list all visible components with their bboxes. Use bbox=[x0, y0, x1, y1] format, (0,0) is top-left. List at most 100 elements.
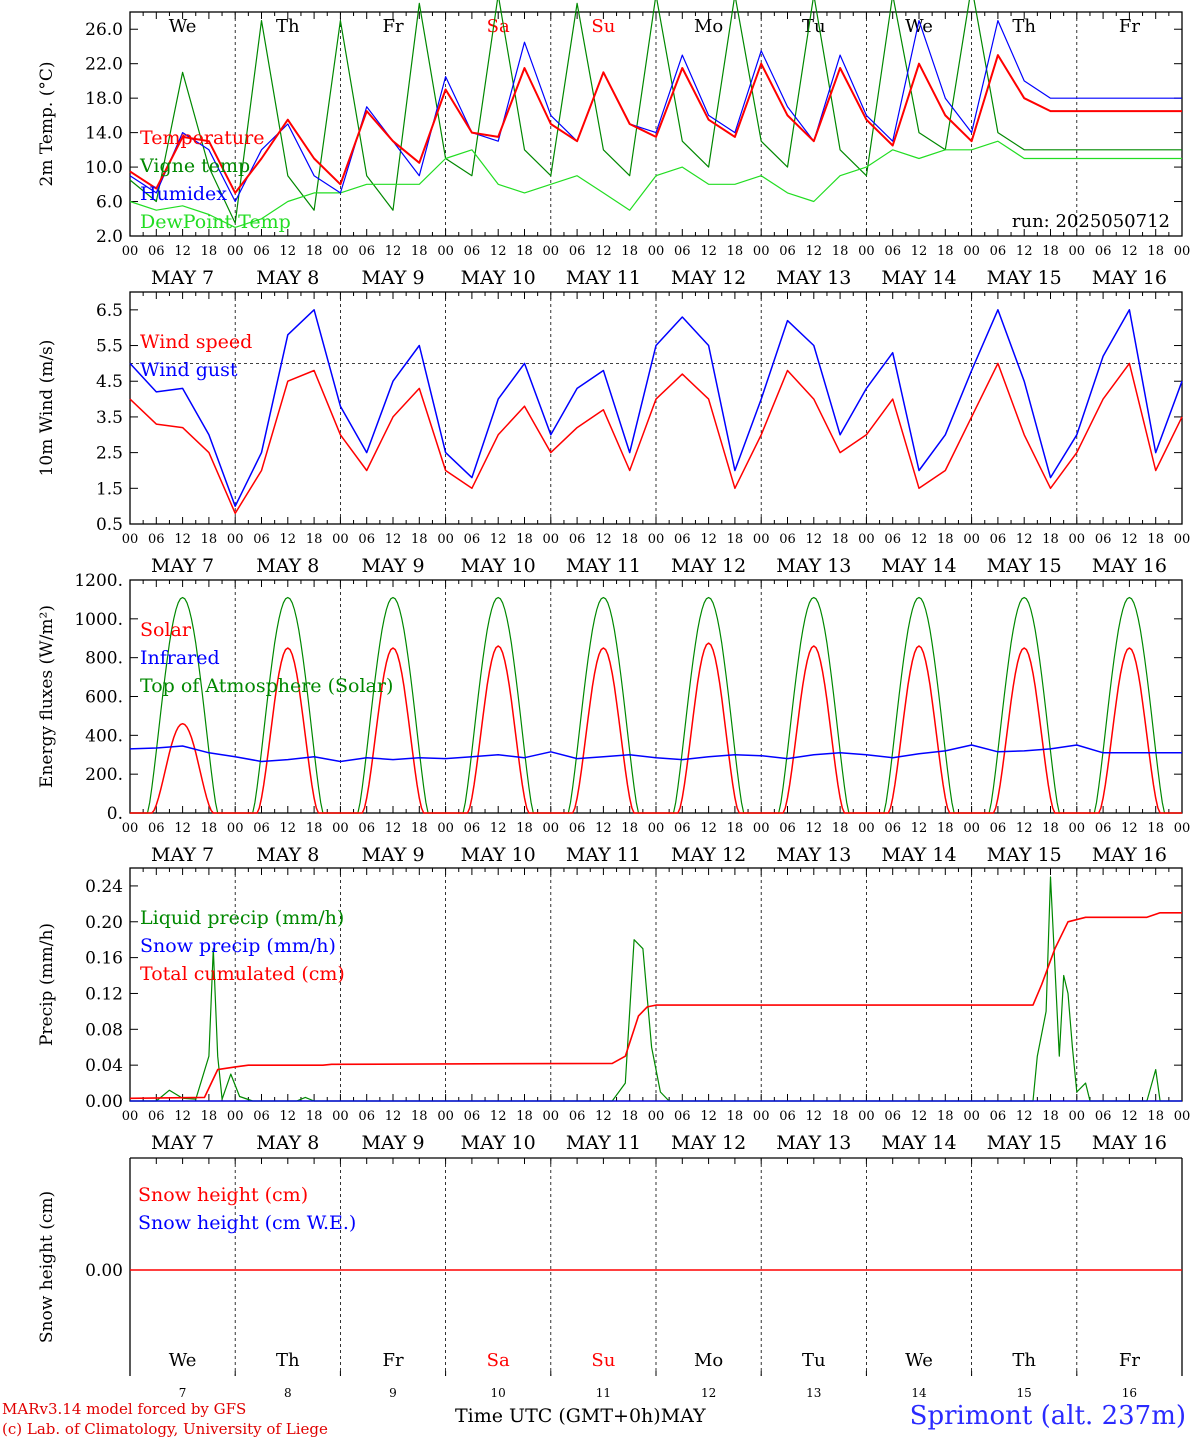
hour-tick-label: 12 bbox=[1121, 1109, 1138, 1124]
hour-tick-label: 00 bbox=[648, 1109, 665, 1124]
legend-snow-height-cm-w-e-: Snow height (cm W.E.) bbox=[138, 1212, 356, 1234]
hour-tick-label: 06 bbox=[464, 1109, 481, 1124]
date-label: MAY 11 bbox=[566, 555, 641, 577]
hour-tick-label: 06 bbox=[358, 532, 375, 547]
day-number-label: 12 bbox=[701, 1386, 716, 1400]
day-label: We bbox=[169, 16, 197, 37]
y-tick-label: 0.08 bbox=[85, 1020, 123, 1040]
hour-tick-label: 00 bbox=[648, 244, 665, 259]
hour-tick-label: 18 bbox=[1147, 244, 1164, 259]
hour-tick-label: 06 bbox=[253, 532, 270, 547]
date-label: MAY 9 bbox=[361, 267, 424, 289]
hour-tick-label: 00 bbox=[963, 532, 980, 547]
y-tick-label: 0.16 bbox=[85, 949, 123, 969]
panel-snow: 0.00 Snow height (cm) Snow height (cm) Snow… bbox=[37, 1157, 1183, 1400]
hour-tick-label: 06 bbox=[358, 244, 375, 259]
hour-tick-label: 12 bbox=[1016, 1109, 1033, 1124]
hour-tick-label: 06 bbox=[1095, 1109, 1112, 1124]
hour-tick-label: 00 bbox=[437, 821, 454, 836]
series-humidex bbox=[129, 20, 1182, 203]
hour-tick-label: 12 bbox=[595, 1109, 612, 1124]
day-label: Su bbox=[591, 1350, 615, 1371]
hour-tick-label: 18 bbox=[1042, 821, 1059, 836]
y-tick-label: 0.04 bbox=[85, 1056, 123, 1076]
date-label: MAY 12 bbox=[671, 844, 746, 866]
hour-tick-label: 18 bbox=[1042, 1109, 1059, 1124]
hour-tick-label: 18 bbox=[411, 821, 428, 836]
hour-tick-label: 06 bbox=[148, 1109, 165, 1124]
day-number-label: 7 bbox=[179, 1386, 187, 1400]
hour-tick-label: 18 bbox=[306, 821, 323, 836]
day-label: Sa bbox=[487, 1350, 510, 1371]
hour-tick-label: 06 bbox=[990, 532, 1007, 547]
series-vigne-temp bbox=[129, 0, 1182, 224]
hour-tick-label: 18 bbox=[832, 244, 849, 259]
day-label: Tu bbox=[802, 16, 826, 37]
hour-tick-label: 00 bbox=[753, 244, 770, 259]
date-label: MAY 12 bbox=[671, 1132, 746, 1154]
hour-tick-label: 12 bbox=[385, 821, 402, 836]
day-label: Th bbox=[1012, 1350, 1036, 1371]
hour-tick-label: 12 bbox=[490, 1109, 507, 1124]
hour-tick-label: 00 bbox=[437, 532, 454, 547]
hour-tick-label: 18 bbox=[1147, 1109, 1164, 1124]
date-label: MAY 8 bbox=[256, 1132, 319, 1154]
series-temperature bbox=[129, 54, 1182, 194]
series-wind-speed bbox=[129, 362, 1183, 515]
model-credit: MARv3.14 model forced by GFS bbox=[2, 1400, 247, 1418]
hour-tick-label: 18 bbox=[306, 1109, 323, 1124]
hour-tick-label: 18 bbox=[727, 244, 744, 259]
hour-tick-label: 06 bbox=[1095, 244, 1112, 259]
hour-tick-label: 00 bbox=[227, 821, 244, 836]
hour-tick-label: 18 bbox=[621, 532, 638, 547]
hour-tick-label: 00 bbox=[543, 1109, 560, 1124]
y-tick-label: 600. bbox=[85, 688, 123, 708]
hour-tick-label: 18 bbox=[516, 821, 533, 836]
hour-tick-label: 00 bbox=[858, 244, 875, 259]
hour-tick-label: 00 bbox=[858, 821, 875, 836]
hour-tick-label: 18 bbox=[1042, 244, 1059, 259]
legend-infrared: Infrared bbox=[140, 647, 220, 669]
hour-tick-label: 00 bbox=[1174, 532, 1191, 547]
hour-tick-label: 00 bbox=[543, 532, 560, 547]
hour-tick-label: 00 bbox=[227, 244, 244, 259]
y-axis-label: Energy fluxes (W/m²) bbox=[37, 605, 57, 788]
hour-tick-label: 18 bbox=[727, 532, 744, 547]
date-label: MAY 9 bbox=[361, 555, 424, 577]
day-label: We bbox=[905, 16, 933, 37]
hour-tick-label: 00 bbox=[122, 532, 139, 547]
legend-top-of-atmosphere-solar-: Top of Atmosphere (Solar) bbox=[140, 675, 393, 697]
hour-tick-label: 12 bbox=[385, 532, 402, 547]
hour-tick-label: 12 bbox=[595, 244, 612, 259]
y-tick-label: 800. bbox=[85, 649, 123, 669]
hour-tick-label: 00 bbox=[122, 1109, 139, 1124]
date-label: MAY 16 bbox=[1092, 555, 1167, 577]
legend-total-cumulated-cm-: Total cumulated (cm) bbox=[140, 963, 345, 985]
hour-tick-label: 00 bbox=[1174, 821, 1191, 836]
hour-tick-label: 00 bbox=[543, 821, 560, 836]
legend-dewpoint-temp: DewPoint Temp bbox=[140, 211, 291, 233]
hour-tick-label: 12 bbox=[911, 532, 928, 547]
date-label: MAY 16 bbox=[1092, 267, 1167, 289]
y-tick-label: 5.5 bbox=[96, 337, 123, 357]
hour-tick-label: 18 bbox=[832, 532, 849, 547]
hour-tick-label: 00 bbox=[1069, 1109, 1086, 1124]
hour-tick-label: 00 bbox=[1069, 532, 1086, 547]
meteogram-chart: 2.0 6.0 10.0 14.0 18.0 22.0 26.0 2m Temp. (°C) W… bbox=[37, 0, 1191, 1400]
y-tick-label: 2.5 bbox=[96, 444, 123, 464]
hour-tick-label: 00 bbox=[332, 532, 349, 547]
day-label: Su bbox=[591, 16, 615, 37]
day-number-label: 14 bbox=[911, 1386, 927, 1400]
legend-wind-gust: Wind gust bbox=[140, 359, 238, 381]
hour-tick-label: 00 bbox=[963, 1109, 980, 1124]
y-tick-label: 0.12 bbox=[85, 984, 123, 1004]
day-label: Fr bbox=[1119, 1350, 1140, 1371]
hour-tick-label: 00 bbox=[122, 244, 139, 259]
day-label: Sa bbox=[487, 16, 510, 37]
hour-tick-label: 00 bbox=[543, 244, 560, 259]
hour-tick-label: 12 bbox=[1016, 532, 1033, 547]
legend-liquid-precip-mm-h-: Liquid precip (mm/h) bbox=[140, 907, 344, 929]
hour-tick-label: 18 bbox=[306, 244, 323, 259]
hour-tick-label: 00 bbox=[753, 532, 770, 547]
hour-tick-label: 00 bbox=[963, 244, 980, 259]
